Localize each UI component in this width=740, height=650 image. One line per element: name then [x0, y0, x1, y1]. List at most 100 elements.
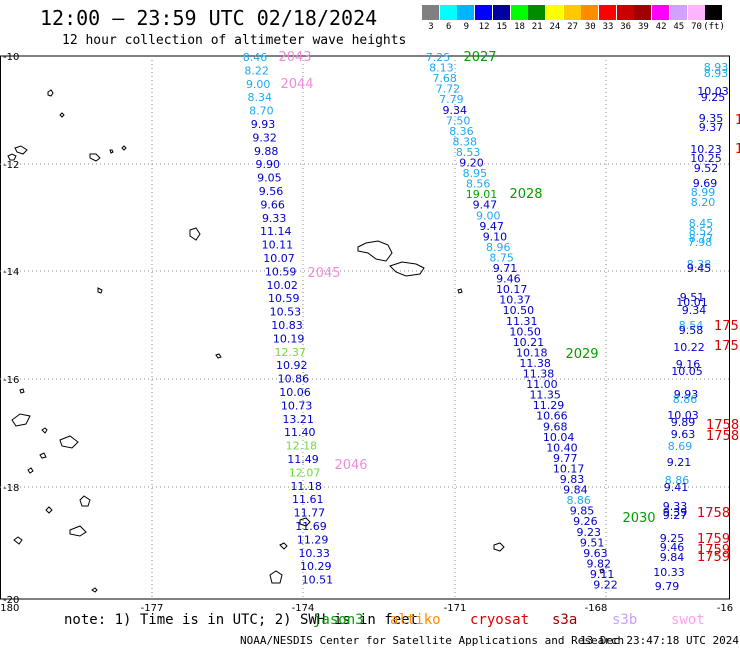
track-b-reading: 7.79	[439, 93, 464, 106]
track-b-reading: 8.13	[429, 62, 454, 75]
track-b-reading: 9.77	[553, 452, 578, 465]
island-outline	[59, 112, 65, 118]
track-a-reading: 10.19	[273, 332, 305, 345]
latitude-label: -14	[3, 267, 19, 278]
legend-swatch	[563, 5, 581, 20]
track-c-reading: 10.03	[667, 409, 699, 422]
legend-swatch	[528, 5, 546, 20]
track-c-reading: 9.37	[699, 121, 724, 134]
island-outline	[27, 467, 34, 474]
track-b-reading: 7.68	[432, 72, 457, 85]
track-a-reading: 11.18	[290, 480, 322, 493]
footer-note: note: 1) Time is in UTC; 2) SWH is in fe…	[64, 612, 419, 628]
track-a-reading: 11.40	[284, 426, 316, 439]
track-b-reading: 10.66	[536, 410, 568, 423]
legend-swatch	[422, 5, 439, 20]
latitude-label: -20	[3, 595, 19, 606]
island-outline	[11, 413, 31, 427]
pass-time-label: 1758	[706, 429, 739, 444]
pass-time-label: 175	[714, 339, 739, 354]
legend-label: 9	[463, 22, 470, 32]
mission-label: swot	[671, 612, 705, 628]
legend-swatch	[687, 5, 705, 20]
track-b-reading: 10.17	[553, 462, 585, 475]
island-outline	[41, 427, 48, 434]
track-a-reading: 9.56	[259, 185, 284, 198]
track-c-reading: 9.41	[664, 481, 689, 494]
legend-label: 3	[428, 22, 434, 32]
legend-label: 33	[602, 22, 614, 32]
pass-time-label: 2029	[565, 347, 598, 362]
track-b-reading: 8.95	[463, 167, 488, 180]
track-a-reading: 9.33	[262, 212, 287, 225]
track-a-reading: 11.29	[297, 533, 329, 546]
track-c-reading: 8.69	[668, 440, 693, 453]
island-outline	[389, 261, 425, 277]
track-a-reading: 8.70	[249, 105, 274, 118]
track-c-reading: 10.23	[690, 143, 722, 156]
mission-label: s3b	[612, 612, 638, 628]
island-outline	[59, 435, 79, 449]
longitude-label: -16	[717, 603, 733, 614]
track-a-reading: 12.07	[289, 466, 321, 479]
track-c-reading: 10.22	[673, 341, 705, 354]
track-b-reading: 11.38	[519, 357, 551, 370]
track-a-reading: 13.21	[282, 413, 314, 426]
track-c-reading: 8.99	[691, 186, 716, 199]
legend-label: 30	[584, 22, 596, 32]
legend-swatch	[457, 5, 475, 20]
longitude-label: -174	[292, 603, 315, 614]
track-a-reading: 8.34	[248, 91, 273, 104]
track-a-reading: 11.69	[295, 520, 327, 533]
track-b-reading: 11.00	[526, 378, 558, 391]
track-b-reading: 8.56	[466, 178, 491, 191]
island-outline	[357, 240, 393, 262]
track-b-reading: 11.38	[523, 368, 555, 381]
track-c-reading: 9.25	[660, 532, 685, 545]
track-a-reading: 8.46	[243, 51, 268, 64]
track-b-reading: 10.04	[543, 431, 575, 444]
island-outline	[457, 288, 463, 294]
track-c-reading: 8.45	[689, 217, 714, 230]
track-b-reading: 8.38	[453, 135, 478, 148]
island-outline	[599, 568, 605, 574]
island-outline	[215, 353, 222, 359]
track-c-reading: 9.39	[663, 506, 688, 519]
legend-swatch	[492, 5, 510, 20]
track-b-reading: 9.51	[580, 536, 605, 549]
island-outline	[14, 145, 28, 155]
track-b-reading: 9.23	[577, 526, 602, 539]
pass-time-label: 2027	[463, 50, 496, 65]
track-a-reading: 10.86	[278, 373, 310, 386]
track-c-reading: 9.63	[671, 428, 696, 441]
pass-time-label: 1	[735, 142, 740, 157]
track-b-reading: 8.36	[449, 125, 474, 138]
track-a-reading: 12.37	[274, 346, 306, 359]
pass-time-label: 2046	[334, 458, 367, 473]
legend-label: 27	[567, 22, 579, 32]
track-b-reading: 9.47	[479, 220, 504, 233]
legend-label: 39	[637, 22, 649, 32]
track-c-reading: 8.77	[689, 232, 714, 245]
island-outline	[7, 153, 17, 161]
track-b-reading: 10.17	[496, 283, 528, 296]
map-title: 12:00 — 23:59 UTC 02/18/2024	[40, 6, 378, 30]
latitude-label: -12	[3, 160, 19, 171]
pass-time-label: 17	[735, 113, 740, 128]
track-a-reading: 10.59	[268, 292, 300, 305]
legend-label: 24	[549, 22, 561, 32]
track-a-reading: 11.77	[294, 507, 326, 520]
island-outline	[91, 587, 98, 593]
legend-label: 70	[691, 22, 702, 32]
legend-swatch	[652, 5, 670, 20]
island-outline	[109, 149, 114, 154]
longitude-label: -180	[0, 603, 19, 614]
track-a-reading: 12.18	[286, 440, 318, 453]
track-c-reading: 9.27	[663, 509, 688, 522]
track-a-reading: 10.29	[300, 560, 332, 573]
track-c-reading: 9.46	[660, 541, 685, 554]
legend-label: 18	[514, 22, 525, 32]
island-outline	[279, 542, 288, 550]
track-c-reading: 9.89	[671, 416, 696, 429]
